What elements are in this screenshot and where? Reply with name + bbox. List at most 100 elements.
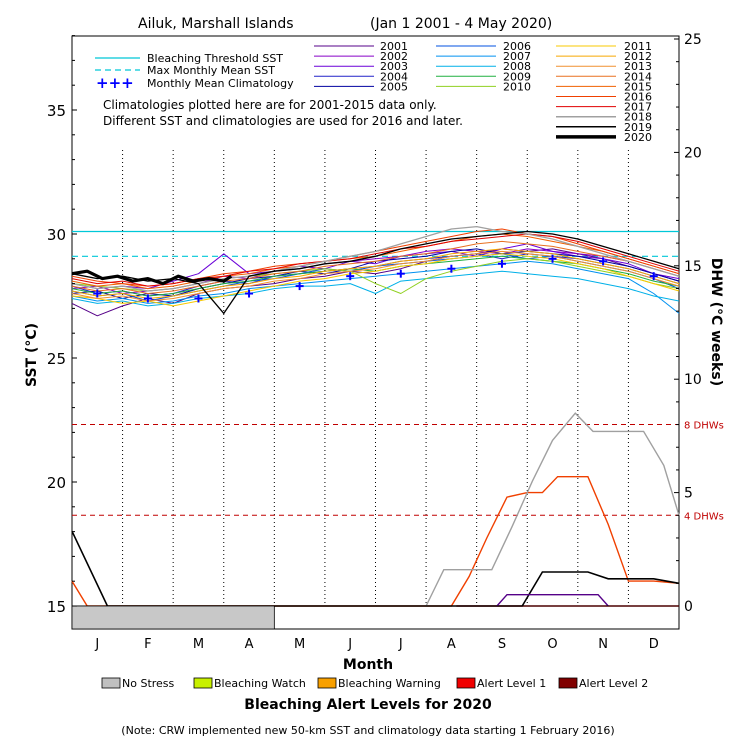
alert-legend-label: Alert Level 1 <box>477 677 546 690</box>
climatology-marker <box>245 289 254 298</box>
legend-year-label: 2003 <box>380 60 408 73</box>
legend-threshold-label: Bleaching Threshold SST <box>147 52 283 65</box>
climatology-marker <box>497 259 506 268</box>
footnote: (Note: CRW implemented new 50-km SST and… <box>121 724 614 737</box>
climatology-note-line1: Climatologies plotted here are for 2001-… <box>103 98 437 112</box>
climatology-note-line2: Different SST and climatologies are used… <box>103 114 463 128</box>
legend-year-label: 2016 <box>624 91 652 104</box>
sst-tick-label: 15 <box>47 598 66 616</box>
month-tick-label: F <box>144 637 151 652</box>
sst-line-2007 <box>71 260 680 314</box>
dhw-reference-label: 4 DHWs <box>684 511 724 522</box>
sst-line-2011 <box>71 253 680 307</box>
climatology-marker <box>143 294 152 303</box>
climatology-marker <box>599 257 608 266</box>
left-axis-label: SST (°C) <box>24 323 40 387</box>
dhw-tick-label: 5 <box>684 486 693 502</box>
legend-year-label: 2019 <box>624 121 652 134</box>
climatology-markers <box>93 254 658 303</box>
month-tick-label: A <box>245 637 254 652</box>
climatology-marker <box>194 294 203 303</box>
alert-legend-swatch <box>456 677 476 689</box>
month-tick-label: M <box>294 637 305 652</box>
climatology-marker <box>396 269 405 278</box>
legend-year-label: 2001 <box>380 40 408 53</box>
alert-levels-title: Bleaching Alert Levels for 2020 <box>244 697 492 713</box>
month-tick-label: O <box>547 637 557 652</box>
legend-year-label: 2012 <box>624 50 652 63</box>
legend-year-label: 2014 <box>624 70 652 83</box>
sst-tick-label: 25 <box>47 350 66 368</box>
alert-legend-label: Bleaching Watch <box>214 677 306 690</box>
climatology-marker <box>447 264 456 273</box>
legend-year-label: 2010 <box>503 80 531 93</box>
chart-title-range: (Jan 1 2001 - 4 May 2020) <box>370 16 552 32</box>
dhw-tick-label: 15 <box>684 259 702 275</box>
legend-year-label: 2007 <box>503 50 531 63</box>
dhw-tick-label: 10 <box>684 372 702 388</box>
dhw-tick-label: 25 <box>684 32 702 48</box>
legend-year-label: 2017 <box>624 101 652 114</box>
month-tick-label: S <box>498 637 506 652</box>
month-tick-label: D <box>649 637 659 652</box>
month-tick-label: J <box>94 637 99 652</box>
sst-tick-label: 20 <box>47 474 66 492</box>
legend-year-label: 2013 <box>624 60 652 73</box>
sst-tick-label: 30 <box>47 226 66 244</box>
legend-year-label: 2008 <box>503 60 531 73</box>
month-tick-label: J <box>398 637 403 652</box>
sst-line-2012 <box>71 248 680 299</box>
legend-year-label: 2018 <box>624 111 652 124</box>
dhw-line-2016 <box>71 476 680 607</box>
dhw-reference-label: 8 DHWs <box>684 421 724 432</box>
legend-year-label: 2002 <box>380 50 408 63</box>
alert-legend-swatch <box>317 677 337 689</box>
sst-line-2008 <box>71 270 680 307</box>
sst-line-2013 <box>71 250 680 302</box>
alert-legend-swatch <box>101 677 121 689</box>
legend-year-label: 2009 <box>503 70 531 83</box>
right-axis-label: DHW (°C weeks) <box>708 258 724 386</box>
alert-legend-label: No Stress <box>122 677 175 690</box>
legend-year-label: 2015 <box>624 80 652 93</box>
legend-year-label: 2004 <box>380 70 408 83</box>
sst-line-2017 <box>71 233 680 287</box>
alert-legend-label: Alert Level 2 <box>579 677 648 690</box>
plot-frame <box>71 35 680 630</box>
sst-line-2020 <box>71 269 233 286</box>
sst-tick-label: 35 <box>47 102 66 120</box>
alert-legend-swatch <box>193 677 213 689</box>
legend-year-label: 2005 <box>380 80 408 93</box>
climatology-marker <box>346 272 355 281</box>
axes: 15 20 25 30 35 0 5 10 15 20 25 J F M A M J J A S O N D <box>47 32 702 652</box>
month-tick-label: J <box>347 637 352 652</box>
month-tick-label: M <box>193 637 204 652</box>
dhw-tick-label: 0 <box>684 599 693 615</box>
dhw-line-2018 <box>425 412 680 607</box>
sst-series-layer <box>71 225 680 317</box>
month-gridlines <box>122 150 629 606</box>
sst-line-2014 <box>71 240 680 294</box>
alert-status-bar <box>71 605 679 630</box>
dhw-line-2001 <box>496 594 609 607</box>
legend-climatology: Bleaching Threshold SST Max Monthly Mean… <box>95 52 294 92</box>
dhw-tick-label: 20 <box>684 145 702 161</box>
alert-legend-label: Bleaching Warning <box>338 677 441 690</box>
alert-legend: No Stress Bleaching Watch Bleaching Warnin… <box>101 677 648 690</box>
month-tick-label: A <box>447 637 456 652</box>
sst-line-2018 <box>71 225 680 292</box>
climatology-marker <box>548 254 557 263</box>
climatology-marker <box>649 272 658 281</box>
legend-climatology-swatch: +++ <box>96 74 134 92</box>
legend-year-label: 2020 <box>624 131 652 144</box>
climatology-marker <box>93 289 102 298</box>
alert-segment <box>71 605 275 630</box>
legend-year-label: 2006 <box>503 40 531 53</box>
alert-legend-swatch <box>558 677 578 689</box>
chart-title-location: Ailuk, Marshall Islands <box>138 16 294 32</box>
month-tick-label: N <box>598 637 608 652</box>
x-axis-label: Month <box>343 657 393 673</box>
legend-climatology-label: Monthly Mean Climatology <box>147 77 294 90</box>
